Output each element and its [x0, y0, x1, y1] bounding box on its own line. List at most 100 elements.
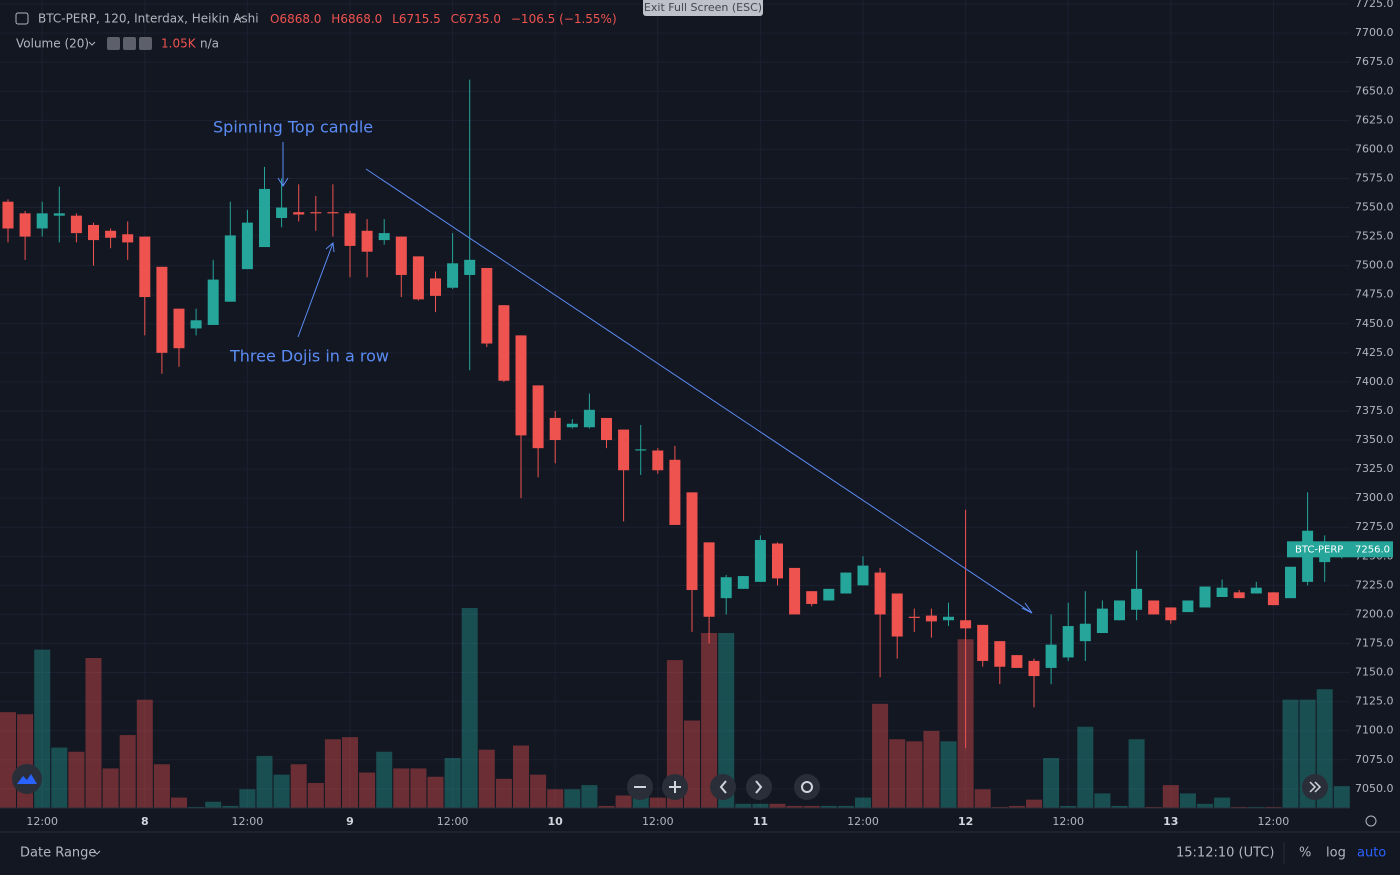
- candle-body: [635, 449, 647, 451]
- y-tick-label: 7525.0: [1355, 230, 1394, 243]
- dropdown-icon[interactable]: [88, 41, 96, 46]
- candle-body: [652, 450, 664, 471]
- volume-bar: [1043, 758, 1060, 808]
- exit-fullscreen-label[interactable]: Exit Full Screen (ESC): [644, 1, 762, 14]
- dropdown-icon[interactable]: [235, 16, 243, 21]
- y-tick-label: 7725.0: [1355, 0, 1394, 10]
- symbol-info[interactable]: BTC-PERP, 120, Interdax, Heikin Ashi: [38, 12, 259, 26]
- candle-body: [1285, 566, 1296, 599]
- volume-bar: [1214, 797, 1231, 808]
- candle-body: [224, 235, 236, 302]
- candle-body: [2, 201, 14, 229]
- settings-icon[interactable]: [1365, 815, 1377, 827]
- volume-bar: [153, 764, 170, 808]
- candle-body: [1319, 552, 1331, 563]
- volume-bar: [581, 785, 598, 808]
- scroll-left-icon: [719, 780, 727, 794]
- volume-ma: n/a: [200, 37, 219, 51]
- y-tick-label: 7450.0: [1355, 317, 1394, 330]
- scroll-right[interactable]: [746, 774, 772, 800]
- candle-body: [925, 615, 937, 622]
- zoom-in-icon: [669, 781, 681, 793]
- volume-bar: [1077, 726, 1094, 808]
- y-tick-label: 7650.0: [1355, 84, 1394, 97]
- volume-bar: [17, 714, 34, 808]
- trend-line: [365, 168, 1033, 614]
- clock[interactable]: 15:12:10 (UTC): [1176, 846, 1274, 861]
- percent-toggle[interactable]: %: [1299, 846, 1311, 861]
- x-tick-label: 12:00: [1258, 815, 1290, 828]
- exit-fullscreen-button[interactable]: [643, 0, 763, 16]
- candle-body: [806, 591, 818, 604]
- log-toggle[interactable]: log: [1326, 846, 1346, 861]
- candle-body: [960, 620, 972, 629]
- volume-bar: [1111, 805, 1128, 808]
- scroll-left[interactable]: [710, 774, 736, 800]
- volume-bar: [684, 720, 700, 808]
- settings-button[interactable]: [123, 37, 136, 50]
- y-tick-label: 7600.0: [1355, 142, 1394, 155]
- candle-body: [327, 212, 339, 214]
- y-tick-label: 7550.0: [1355, 201, 1394, 214]
- candle-body: [430, 278, 441, 296]
- candle-body: [378, 233, 390, 241]
- candle-body: [173, 308, 185, 349]
- volume-bar: [1197, 803, 1213, 808]
- date-range[interactable]: Date Range: [20, 846, 96, 861]
- volume-bar: [273, 774, 290, 808]
- x-tick-label: 12:00: [1052, 815, 1084, 828]
- volume-bar: [444, 758, 461, 808]
- annotation-arrow: [297, 242, 335, 338]
- remove-button[interactable]: [139, 37, 152, 50]
- volume-bar: [239, 789, 256, 808]
- dropdown-icon[interactable]: [93, 850, 101, 855]
- candle-body: [464, 259, 476, 275]
- scroll-to-end-icon: [1309, 781, 1322, 793]
- y-tick-label: 7575.0: [1355, 171, 1394, 184]
- candle-body: [395, 236, 407, 275]
- collapse-icon[interactable]: [15, 12, 29, 25]
- candles: [2, 79, 1348, 749]
- auto-toggle[interactable]: auto: [1357, 846, 1386, 861]
- candle-body: [1114, 600, 1125, 621]
- volume-bar: [427, 776, 444, 808]
- reset-chart[interactable]: [794, 774, 820, 800]
- eye-button[interactable]: [107, 37, 120, 50]
- ohlc-label: L: [392, 12, 399, 26]
- x-tick-label: 13: [1163, 815, 1178, 828]
- x-tick-label: 12:00: [847, 815, 879, 828]
- volume-bar: [1008, 805, 1025, 808]
- candle-body: [1079, 623, 1091, 642]
- volume-bar: [1094, 793, 1111, 808]
- x-tick-label: 12:00: [642, 815, 674, 828]
- logo[interactable]: [12, 764, 42, 794]
- volume-bar: [547, 789, 564, 808]
- volume-bar: [1162, 785, 1179, 808]
- volume-label[interactable]: Volume (20): [16, 37, 89, 51]
- volume-bar: [324, 739, 341, 808]
- volume-bar: [102, 768, 119, 808]
- candle-body: [1267, 592, 1279, 606]
- volume-bar: [51, 747, 68, 808]
- volume-bar: [718, 633, 735, 808]
- candle-body: [977, 624, 989, 661]
- volume-bar: [803, 805, 820, 808]
- y-tick-label: 7700.0: [1355, 26, 1394, 39]
- volume-bar: [307, 783, 324, 808]
- logo-mark: [17, 774, 37, 784]
- x-tick-label: 8: [141, 815, 149, 828]
- ohlc-value: 6735.0: [459, 12, 501, 26]
- candle-body: [891, 593, 903, 637]
- volume-bar: [855, 797, 871, 808]
- candle-body: [1131, 588, 1143, 610]
- candle-body: [583, 409, 595, 428]
- volume-bar: [342, 737, 358, 808]
- candle-body: [498, 305, 510, 381]
- candle-body: [703, 542, 715, 617]
- candle-body: [1045, 644, 1057, 668]
- candle-body: [412, 256, 424, 300]
- x-tick-label: 11: [753, 815, 768, 828]
- trend-arrow-head: [1021, 602, 1033, 614]
- price-tag: [1287, 541, 1393, 558]
- candle-body: [310, 212, 322, 214]
